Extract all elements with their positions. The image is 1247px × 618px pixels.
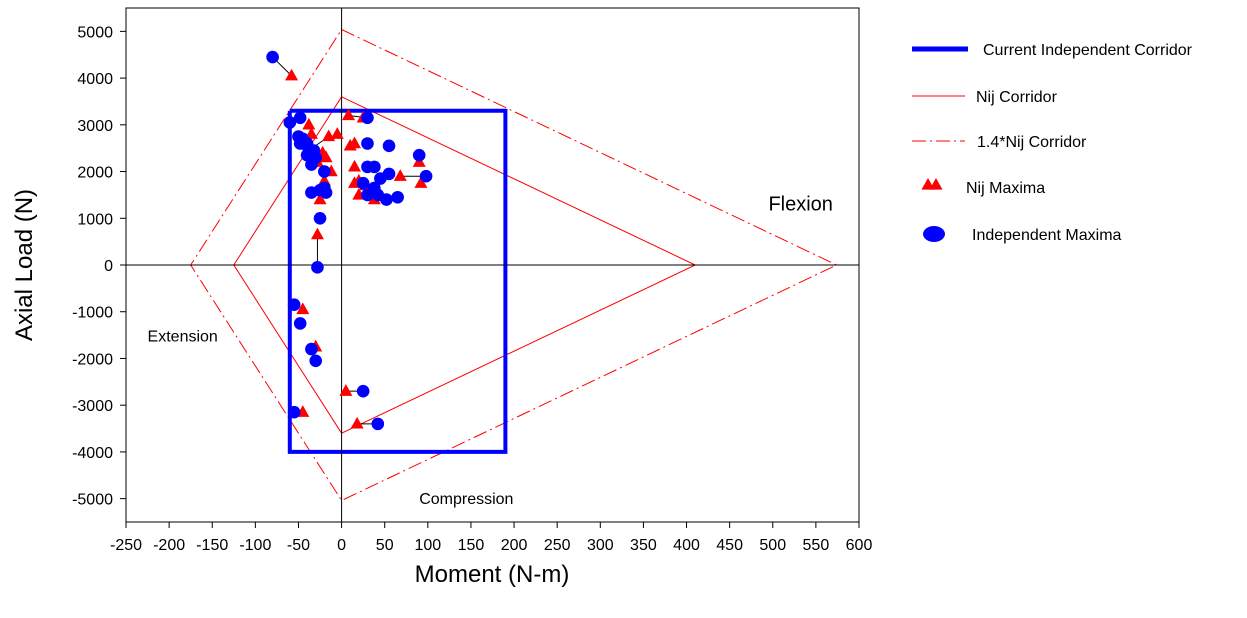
x-tick-label: -50	[287, 537, 310, 554]
independent-maxima-point	[382, 167, 396, 181]
independent-maxima-point	[313, 211, 327, 225]
legend-label: Nij Corridor	[976, 89, 1058, 106]
annotation-compression: Compression	[419, 491, 513, 508]
independent-maxima-point	[293, 137, 307, 150]
independent-maxima-point	[356, 176, 370, 190]
x-tick-label: 400	[673, 537, 700, 554]
nij-maxima-point	[339, 384, 353, 396]
x-axis-title: Moment (N-m)	[415, 561, 570, 588]
x-tick-label: -250	[110, 537, 142, 554]
y-tick-label: 1000	[77, 211, 113, 228]
x-tick-label: 550	[803, 537, 830, 554]
independent-maxima-point	[356, 384, 370, 398]
legend-nij-maxima-triangle	[929, 177, 943, 190]
nij-maxima-point	[393, 169, 407, 181]
nij-1-4-corridor-line	[190, 29, 838, 502]
nij-maxima-point	[285, 68, 299, 81]
independent-maxima-point	[283, 116, 297, 129]
y-tick-label: -5000	[72, 492, 113, 509]
nij-maxima-point	[319, 150, 333, 163]
nij-maxima-point	[341, 108, 355, 121]
y-tick-label: 5000	[77, 24, 113, 41]
y-axis-title: Axial Load (N)	[11, 189, 38, 341]
independent-corridor-line	[287, 108, 508, 454]
annotation-extension: Extension	[148, 329, 218, 346]
independent-maxima-point	[293, 111, 307, 125]
independent-maxima-point	[391, 190, 404, 204]
x-tick-label: 0	[337, 537, 346, 554]
y-tick-label: 0	[104, 258, 113, 275]
x-tick-label: -100	[239, 537, 271, 554]
legend-label: 1.4*Nij Corridor	[977, 134, 1087, 151]
legend-label: Nij Maxima	[966, 180, 1045, 197]
annotation-flexion: Flexion	[768, 193, 832, 215]
nij-maxima-point	[313, 192, 327, 205]
nij-maxima-point	[310, 227, 324, 240]
x-axis: -250 -200 -150 -100 -50 0 50 100 150 200 250 300 350…	[110, 522, 872, 554]
independent-maxima-point	[371, 417, 385, 431]
independent-maxima-point	[318, 165, 331, 178]
y-tick-label: -3000	[72, 398, 113, 415]
x-tick-label: -150	[196, 537, 228, 554]
independent-maxima-point	[305, 342, 318, 356]
x-tick-label: 500	[759, 537, 786, 554]
independent-maxima-point	[319, 186, 333, 199]
independent-maxima-point	[361, 111, 374, 125]
x-tick-label: 450	[716, 537, 743, 554]
y-tick-label: -2000	[72, 351, 113, 368]
independent-maxima-point	[266, 50, 279, 64]
x-tick-label: 200	[501, 537, 528, 554]
x-tick-label: -200	[153, 537, 185, 554]
nij-maxima-point	[348, 136, 362, 149]
independent-maxima-point	[368, 160, 381, 174]
independent-maxima-point	[287, 298, 301, 312]
legend-independent-maxima-circle	[923, 226, 945, 242]
y-tick-label: -4000	[72, 445, 113, 462]
y-tick-label: -1000	[72, 305, 113, 322]
independent-maxima-point	[419, 169, 433, 183]
y-tick-label: 3000	[77, 118, 113, 135]
x-tick-label: 150	[458, 537, 485, 554]
nij-maxima-point	[348, 159, 362, 172]
x-tick-label: 350	[630, 537, 657, 554]
nij-maxima-point	[414, 176, 428, 188]
nij-maxima-point	[302, 117, 316, 130]
y-axis: -5000 -4000 -3000 -2000 -1000 0 1000 2000 3000 40…	[72, 24, 126, 509]
independent-maxima-point	[412, 148, 426, 162]
independent-maxima-point	[293, 317, 307, 330]
independent-maxima-point	[380, 193, 393, 206]
independent-maxima-point	[305, 158, 318, 171]
x-tick-label: 50	[376, 537, 394, 554]
nij-maxima-point	[350, 416, 364, 429]
y-tick-label: 2000	[77, 165, 113, 182]
independent-maxima-point	[287, 405, 301, 419]
independent-maxima-point	[382, 139, 396, 153]
independent-maxima-point	[361, 137, 374, 150]
legend-label: Current Independent Corridor	[983, 42, 1193, 59]
x-tick-label: 250	[544, 537, 571, 554]
nij-maxima-point	[296, 302, 310, 315]
x-tick-label: 100	[414, 537, 441, 554]
y-tick-label: 4000	[77, 71, 113, 88]
independent-maxima-point	[311, 261, 324, 274]
nij-maxima-point	[330, 127, 344, 139]
x-tick-label: 600	[846, 537, 873, 554]
independent-maxima-point	[309, 354, 323, 368]
x-tick-label: 300	[587, 537, 614, 554]
legend-label: Independent Maxima	[972, 227, 1122, 244]
legend: Current Independent Corridor Nij Corridor…	[912, 42, 1193, 244]
